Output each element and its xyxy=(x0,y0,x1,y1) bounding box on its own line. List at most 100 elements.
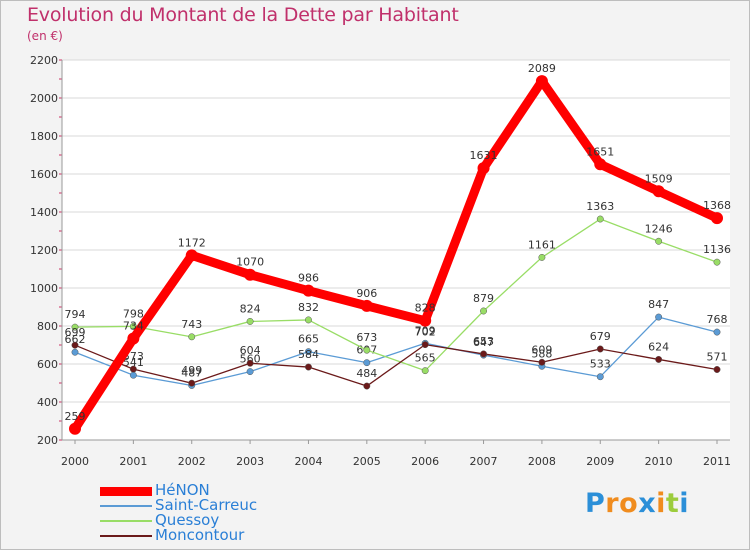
data-label: 624 xyxy=(648,340,669,353)
data-label: 1509 xyxy=(645,172,673,185)
y-tick-label: 2000 xyxy=(30,92,58,105)
data-label: 487 xyxy=(181,366,202,379)
x-tick-label: 2011 xyxy=(703,455,731,468)
legend-swatch xyxy=(100,520,152,522)
logo-letter: r xyxy=(605,488,620,519)
data-label: 1651 xyxy=(586,145,614,158)
data-label: 824 xyxy=(240,302,261,315)
data-point xyxy=(302,284,315,297)
data-label: 584 xyxy=(298,348,319,361)
data-label: 794 xyxy=(65,308,86,321)
data-label: 565 xyxy=(415,352,436,365)
y-tick-label: 1200 xyxy=(30,244,58,257)
data-point xyxy=(363,359,371,367)
data-point xyxy=(655,355,663,363)
data-label: 734 xyxy=(123,320,144,333)
data-label: 879 xyxy=(473,292,494,305)
x-tick-label: 2001 xyxy=(119,455,147,468)
data-point xyxy=(535,75,548,88)
data-point xyxy=(421,367,429,375)
data-label: 1070 xyxy=(236,256,264,269)
data-point xyxy=(594,158,607,171)
x-tick-label: 2010 xyxy=(645,455,673,468)
legend-swatch xyxy=(100,486,152,496)
data-point xyxy=(69,422,81,435)
series-line-quessoy xyxy=(74,218,718,372)
logo-letter: i xyxy=(679,488,690,519)
chart-subtitle: (en €) xyxy=(27,29,63,43)
logo-letter: i xyxy=(656,488,666,519)
data-label: 847 xyxy=(648,298,669,311)
logo-letter: o xyxy=(619,488,639,519)
data-label: 906 xyxy=(356,287,377,300)
data-label: 588 xyxy=(531,347,552,360)
data-label: 1172 xyxy=(178,236,206,249)
data-label: 1368 xyxy=(703,199,731,212)
data-label: 986 xyxy=(298,272,319,285)
data-point xyxy=(129,365,137,373)
legend-label: Moncontour xyxy=(155,526,245,544)
x-tick-label: 2008 xyxy=(528,455,556,468)
data-label: 484 xyxy=(356,367,377,380)
data-point xyxy=(363,382,371,390)
data-point xyxy=(711,212,723,225)
data-point xyxy=(652,185,665,198)
data-point xyxy=(421,341,429,349)
legend-swatch xyxy=(100,535,152,537)
y-tick-label: 1600 xyxy=(30,168,58,181)
data-label: 533 xyxy=(590,358,611,371)
y-tick-label: 400 xyxy=(37,396,58,409)
data-point xyxy=(71,348,79,356)
series-line-moncontour xyxy=(74,343,718,387)
data-label: 647 xyxy=(473,336,494,349)
data-label: 1631 xyxy=(470,149,498,162)
data-point xyxy=(71,323,79,331)
data-label: 832 xyxy=(298,301,319,314)
data-label: 699 xyxy=(65,326,86,339)
data-point xyxy=(538,253,546,261)
data-label: 798 xyxy=(123,307,144,320)
data-point xyxy=(596,215,604,223)
y-tick-label: 1000 xyxy=(30,282,58,295)
data-label: 768 xyxy=(707,313,728,326)
data-label: 679 xyxy=(590,330,611,343)
legend-label: Quessoy xyxy=(155,511,220,529)
data-label: 1161 xyxy=(528,238,556,251)
data-label: 673 xyxy=(356,331,377,344)
data-label: 653 xyxy=(473,335,494,348)
series-line-saint-carreuc xyxy=(74,316,718,387)
x-tick-label: 2009 xyxy=(586,455,614,468)
logo-letter: t xyxy=(665,488,680,519)
data-label: 1136 xyxy=(703,243,731,256)
data-label: 1246 xyxy=(645,222,673,235)
data-point xyxy=(246,368,254,376)
y-tick-label: 2200 xyxy=(30,54,58,67)
data-point xyxy=(188,333,196,341)
data-label: 541 xyxy=(123,356,144,369)
x-tick-label: 2004 xyxy=(294,455,322,468)
data-point xyxy=(477,162,490,175)
data-label: 604 xyxy=(240,344,261,357)
y-tick-label: 800 xyxy=(37,320,58,333)
data-point xyxy=(655,237,663,245)
data-point xyxy=(480,307,487,315)
series-line-h-non xyxy=(70,76,722,434)
y-tick-label: 1400 xyxy=(30,206,58,219)
y-tick-label: 600 xyxy=(37,358,58,371)
legend-label: Saint-Carreuc xyxy=(155,496,258,514)
data-label: 560 xyxy=(240,353,261,366)
data-label: 743 xyxy=(181,318,202,331)
x-tick-label: 2006 xyxy=(411,455,439,468)
x-tick-label: 2007 xyxy=(470,455,498,468)
data-label: 702 xyxy=(415,326,436,339)
logo-letter: P xyxy=(585,488,606,519)
y-tick-label: 1800 xyxy=(30,130,58,143)
data-point xyxy=(188,379,196,387)
data-point xyxy=(655,313,663,321)
legend-label: HéNON xyxy=(155,481,210,499)
data-point xyxy=(129,371,137,379)
data-point xyxy=(419,314,432,327)
data-point xyxy=(244,268,257,281)
chart-title: Evolution du Montant de la Dette par Hab… xyxy=(27,4,459,26)
x-tick-label: 2002 xyxy=(178,455,206,468)
